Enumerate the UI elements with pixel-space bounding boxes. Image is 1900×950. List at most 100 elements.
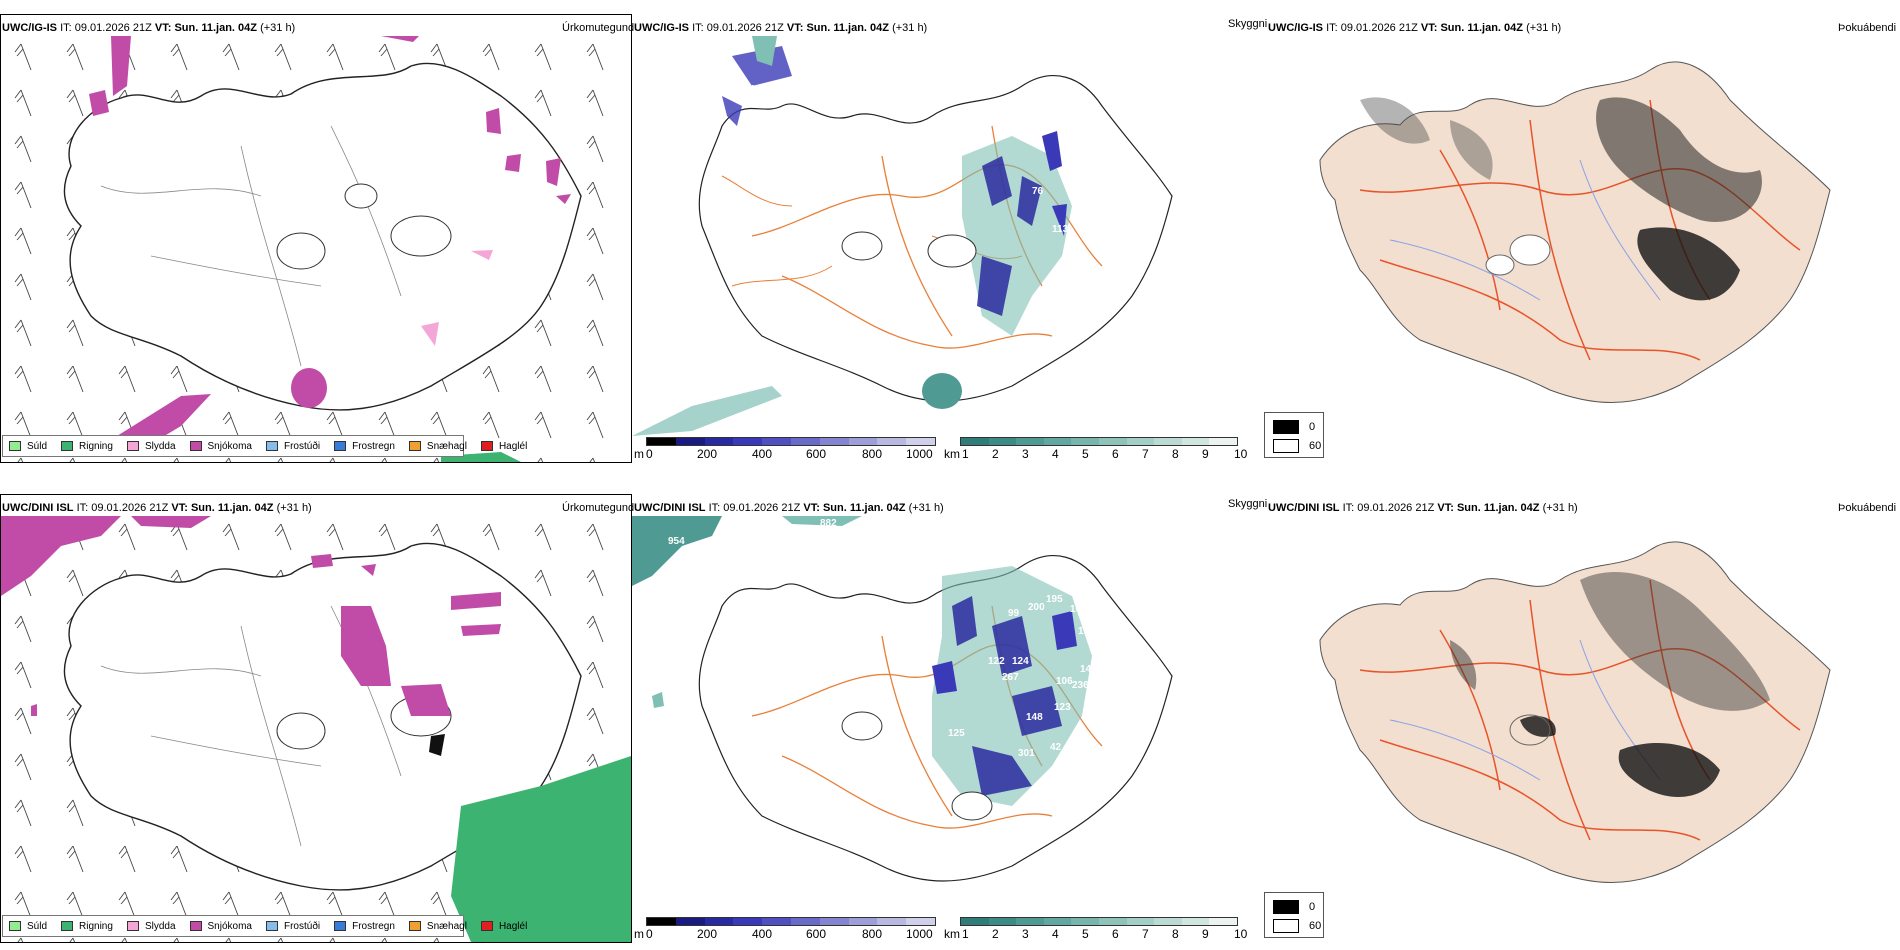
- legend-swatch: [408, 921, 421, 931]
- legend-label: Rigning: [79, 920, 113, 932]
- vis-label: 82: [1068, 336, 1080, 347]
- vis-label: 200: [1028, 602, 1045, 613]
- scale-m-bar-1: [646, 437, 936, 446]
- vis-label: 163: [1094, 758, 1111, 769]
- legend-item-frostudi: Frostúði: [265, 441, 320, 452]
- legend-item-snaehagl: Snæhagl: [408, 920, 467, 932]
- legend-label: Snæhagl: [426, 920, 467, 932]
- vis-label: 123: [1054, 702, 1071, 713]
- row2-fog-header: UWC/DINI ISL IT: 09.01.2026 21Z VT: Sun.…: [1268, 502, 1578, 514]
- vis-label: 122: [988, 656, 1005, 667]
- legend-item-suld: Súld: [9, 441, 47, 452]
- fog-legend-1: 0 60: [1264, 412, 1324, 458]
- vis-label: 954: [668, 536, 685, 547]
- vis-label: 165: [1070, 604, 1087, 615]
- vis-label: 84: [1092, 298, 1104, 309]
- legend-label: Frostregn: [352, 440, 395, 452]
- legend-swatch: [61, 441, 74, 451]
- row1-fog-header: UWC/IG-IS IT: 09.01.2026 21Z VT: Sun. 11…: [1268, 22, 1562, 34]
- vis-label: 195: [1046, 594, 1063, 605]
- legend-swatch: [126, 441, 139, 451]
- vis-label: 91: [1114, 262, 1126, 273]
- legend-label: Haglél: [498, 920, 528, 932]
- vis-label: 99: [1008, 608, 1020, 619]
- vis-label: 101: [1072, 144, 1089, 155]
- scale-km-tick: 1: [962, 927, 969, 941]
- scale-km-tick: 4: [1052, 927, 1059, 941]
- scale-km-bar-1: [960, 437, 1238, 446]
- precip-panel-2-frame: [0, 494, 632, 943]
- vis-label: 153: [1062, 778, 1079, 789]
- scale-m-tick: 0: [646, 927, 653, 941]
- fog-legend-label: 60: [1309, 920, 1322, 932]
- fog-legend-label: 0: [1309, 901, 1316, 913]
- fog-title-2: Þokuábendi: [1838, 502, 1897, 514]
- scale-km-tick: 4: [1052, 447, 1059, 461]
- fog-legend-swatch-60: [1273, 439, 1299, 453]
- scale-m-unit-2: m: [634, 927, 644, 941]
- vis-label: 125: [948, 728, 965, 739]
- vis-label: 148: [1026, 712, 1043, 723]
- scale-km-tick: 9: [1202, 927, 1209, 941]
- legend-item-snaehagl: Snæhagl: [408, 441, 467, 452]
- legend-item-snjokoma: Snjókoma: [189, 441, 252, 452]
- scale-m-tick: 800: [862, 447, 883, 461]
- scale-m-tick: 800: [862, 927, 883, 941]
- fog-legend-swatch-0: [1273, 420, 1299, 434]
- vis-label: 83: [1114, 742, 1126, 753]
- scale-m-tick: 600: [806, 447, 827, 461]
- scale-km-tick: 6: [1112, 927, 1119, 941]
- scale-m-tick: 1000: [906, 927, 933, 941]
- scale-km-tick: 6: [1112, 447, 1119, 461]
- legend-item-rigning: Rigning: [61, 441, 113, 452]
- precip-map-2[interactable]: [1, 516, 631, 942]
- precip-panel-1-frame: [0, 14, 632, 463]
- scale-m-tick: 200: [697, 927, 718, 941]
- precip-map-1[interactable]: [1, 36, 631, 462]
- visibility-map-1[interactable]: 104 71 171 101 113 91 101 84 82 94 76 65: [632, 36, 1267, 436]
- legend-item-snjokoma: Snjókoma: [189, 920, 252, 932]
- visibility-map-2[interactable]: 954 882 195 165 331 200 99 186 122 124 2…: [632, 516, 1267, 916]
- vis-label: 332: [1086, 696, 1103, 707]
- legend-swatch: [9, 441, 21, 451]
- scale-km-tick: 10: [1234, 447, 1248, 461]
- scale-m-tick: 1000: [906, 447, 933, 461]
- legend-label: Snjókoma: [207, 920, 252, 932]
- scale-km-tick: 8: [1172, 927, 1179, 941]
- scale-km-tick: 5: [1082, 447, 1089, 461]
- scale-km-tick: 5: [1082, 927, 1089, 941]
- legend-swatch: [334, 921, 347, 931]
- fog-map-1[interactable]: [1300, 40, 1860, 420]
- fog-legend-label: 60: [1309, 440, 1322, 452]
- fog-map-2[interactable]: [1300, 520, 1860, 900]
- legend-label: Frostregn: [352, 920, 395, 932]
- legend-item-frostudi: Frostúði: [265, 920, 321, 932]
- legend-label: Frostúði: [283, 920, 321, 932]
- scale-km-unit-1: km: [944, 447, 960, 461]
- precip-legend-2: Súld Rigning Slydda Snjókoma Frostúði Fr…: [2, 915, 527, 937]
- legend-label: Slydda: [144, 440, 176, 452]
- scale-km-tick: 8: [1172, 447, 1179, 461]
- fog-legend-swatch-0: [1273, 900, 1299, 914]
- legend-label: Rigning: [79, 440, 113, 452]
- vis-label: 106: [1056, 676, 1073, 687]
- precip-title-2: Úrkomutegund: [562, 502, 635, 514]
- scale-m-tick: 400: [752, 927, 773, 941]
- precip-legend-1: Súld Rigning Slydda Snjókoma Frostúði Fr…: [2, 435, 527, 457]
- legend-item-slydda: Slydda: [126, 921, 176, 932]
- legend-item-haglel: Haglél: [480, 920, 528, 932]
- vis-label: 140: [1080, 664, 1097, 675]
- legend-item-haglel: Haglél: [480, 441, 527, 452]
- fog-title-1: Þokuábendi: [1838, 22, 1897, 34]
- scale-m-bar-2: [646, 917, 936, 926]
- row2-precip-header: UWC/DINI ISL IT: 09.01.2026 21Z VT: Sun.…: [2, 502, 312, 514]
- vis-label: 124: [1012, 656, 1029, 667]
- legend-swatch: [9, 921, 21, 931]
- fog-legend-swatch-60: [1273, 919, 1299, 933]
- legend-swatch: [408, 441, 421, 451]
- legend-swatch: [126, 921, 139, 931]
- scale-m-unit-1: m: [634, 447, 644, 461]
- legend-swatch: [189, 921, 202, 931]
- scale-km-tick: 2: [992, 447, 999, 461]
- scale-km-tick: 10: [1234, 927, 1248, 941]
